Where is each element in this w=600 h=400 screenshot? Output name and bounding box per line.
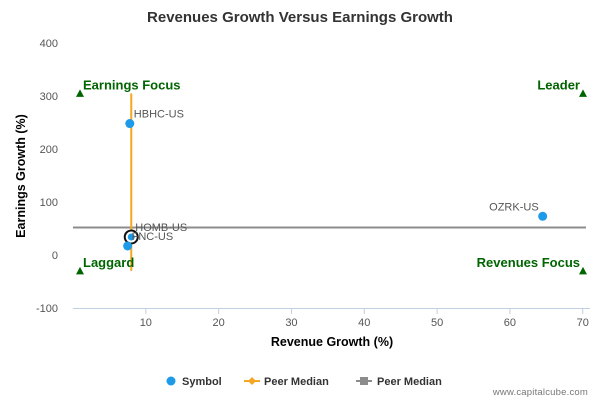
- x-axis-ticks: 10 20 30 40 50 60 70: [140, 308, 589, 329]
- data-point: [125, 119, 135, 129]
- y-tick-label: 0: [52, 250, 58, 262]
- x-tick-label: 30: [285, 317, 297, 329]
- x-tick-label: 60: [504, 317, 516, 329]
- legend-square-marker: [360, 377, 368, 385]
- legend-label: Symbol: [182, 376, 222, 388]
- x-tick-label: 70: [577, 317, 589, 329]
- y-tick-label: 300: [40, 91, 58, 103]
- legend-label: Peer Median: [264, 376, 329, 388]
- data-point: [538, 211, 548, 221]
- y-tick-label: 200: [40, 144, 58, 156]
- quadrant-marker: [76, 266, 84, 275]
- credit-text: www.capitalcube.com: [492, 387, 588, 398]
- quadrant-label: Laggard: [83, 255, 134, 270]
- data-point: [123, 241, 133, 251]
- y-axis-ticks: -100 0 100 200 300 400: [36, 38, 58, 315]
- y-axis-title: Earnings Growth (%): [14, 114, 28, 238]
- x-tick-label: 10: [140, 317, 152, 329]
- point-label: HBHC-US: [134, 109, 184, 121]
- point-label: FNC-US: [132, 231, 174, 243]
- legend-label: Peer Median: [377, 376, 442, 388]
- y-tick-label: -100: [36, 303, 58, 315]
- x-axis-title: Revenue Growth (%): [271, 335, 393, 349]
- legend-symbol-marker: [166, 376, 176, 386]
- quadrant-label: Leader: [537, 77, 580, 92]
- point-label: HOMB-US: [135, 222, 187, 234]
- quadrant-label: Revenues Focus: [477, 255, 580, 270]
- quadrant-marker: [76, 89, 84, 97]
- legend-diamond-marker: [248, 377, 256, 385]
- legend: Symbol Peer Median Peer Median: [166, 376, 442, 388]
- x-tick-label: 40: [358, 317, 370, 329]
- x-tick-label: 20: [213, 317, 225, 329]
- chart-title: Revenues Growth Versus Earnings Growth: [147, 9, 453, 26]
- quadrant-label: Earnings Focus: [83, 77, 181, 92]
- y-tick-label: 400: [40, 38, 58, 50]
- quadrant-labels: Earnings Focus Leader Laggard Revenues Focu…: [76, 77, 587, 275]
- quadrant-marker: [579, 89, 587, 97]
- y-tick-label: 100: [40, 197, 58, 209]
- quadrant-marker: [579, 266, 587, 275]
- x-tick-label: 50: [431, 317, 443, 329]
- data-point: [127, 233, 135, 241]
- point-label: OZRK-US: [489, 201, 539, 213]
